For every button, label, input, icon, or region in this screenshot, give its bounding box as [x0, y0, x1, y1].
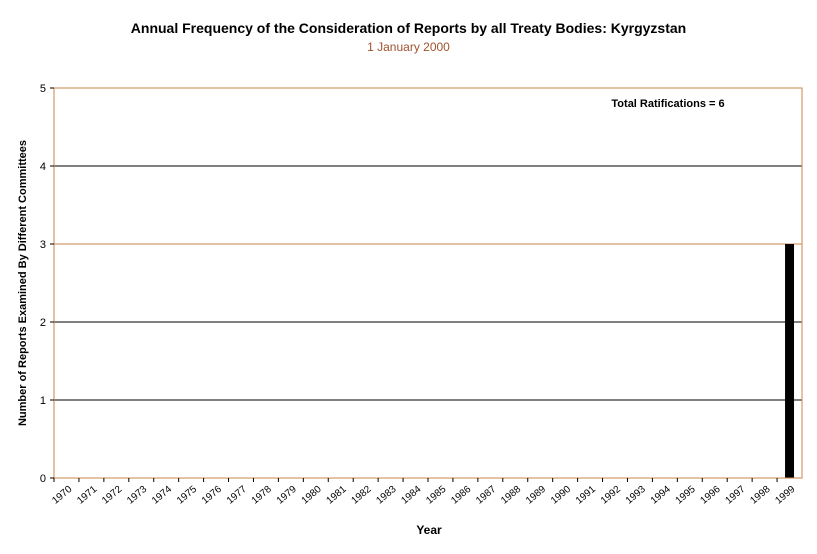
gridlines	[54, 165, 802, 401]
x-tick-label: 1990	[549, 484, 573, 507]
x-tick-label: 1987	[474, 484, 498, 507]
x-tick-label: 1986	[449, 484, 473, 507]
x-axis-label: Year	[416, 523, 442, 537]
x-tick-label: 1981	[325, 484, 349, 507]
y-tick-label: 5	[40, 83, 46, 95]
x-tick-label: 1974	[150, 484, 174, 507]
x-tick-label: 1979	[275, 484, 299, 507]
x-axis-ticks: 1970 1971 1972 1973 1974 1975 1976 1977 1978 1979…	[50, 478, 798, 507]
x-tick-label: 1996	[699, 484, 723, 507]
y-tick-label: 0	[40, 473, 46, 485]
x-tick-label: 1985	[424, 484, 448, 507]
x-tick-label: 1975	[175, 484, 199, 507]
total-ratifications-annotation: Total Ratifications = 6	[611, 98, 724, 110]
x-tick-label: 1988	[499, 484, 523, 507]
x-tick-label: 1997	[723, 484, 747, 507]
y-tick-label: 2	[40, 317, 46, 329]
x-tick-label: 1973	[125, 484, 149, 507]
x-tick-label: 1984	[399, 484, 423, 507]
x-tick-label: 1989	[524, 484, 548, 507]
chart-title: Annual Frequency of the Consideration of…	[130, 20, 687, 36]
x-tick-label: 1976	[200, 484, 224, 507]
y-axis-ticks: 0 1 2 3 4 5	[40, 83, 54, 485]
x-tick-label: 1983	[374, 484, 398, 507]
x-tick-label: 1978	[250, 484, 274, 507]
x-tick-label: 1992	[599, 484, 623, 507]
y-axis-label: Number of Reports Examined By Different …	[17, 140, 29, 426]
bar-1999	[785, 244, 795, 478]
x-tick-label: 1993	[624, 484, 648, 507]
x-tick-label: 1998	[748, 484, 772, 507]
x-tick-label: 1994	[649, 484, 673, 507]
x-tick-label: 1991	[574, 484, 598, 507]
x-tick-label: 1972	[100, 484, 124, 507]
y-tick-label: 1	[40, 395, 46, 407]
x-tick-label: 1982	[349, 484, 373, 507]
y-tick-label: 3	[40, 239, 46, 251]
bars	[785, 244, 795, 478]
plot-frame	[53, 87, 803, 479]
chart-subtitle: 1 January 2000	[367, 40, 450, 54]
x-tick-label: 1999	[773, 484, 797, 507]
y-tick-label: 4	[40, 161, 46, 173]
x-tick-label: 1970	[50, 484, 74, 507]
x-tick-label: 1995	[674, 484, 698, 507]
x-tick-label: 1980	[300, 484, 324, 507]
x-tick-label: 1971	[75, 484, 99, 507]
x-tick-label: 1977	[225, 484, 249, 507]
